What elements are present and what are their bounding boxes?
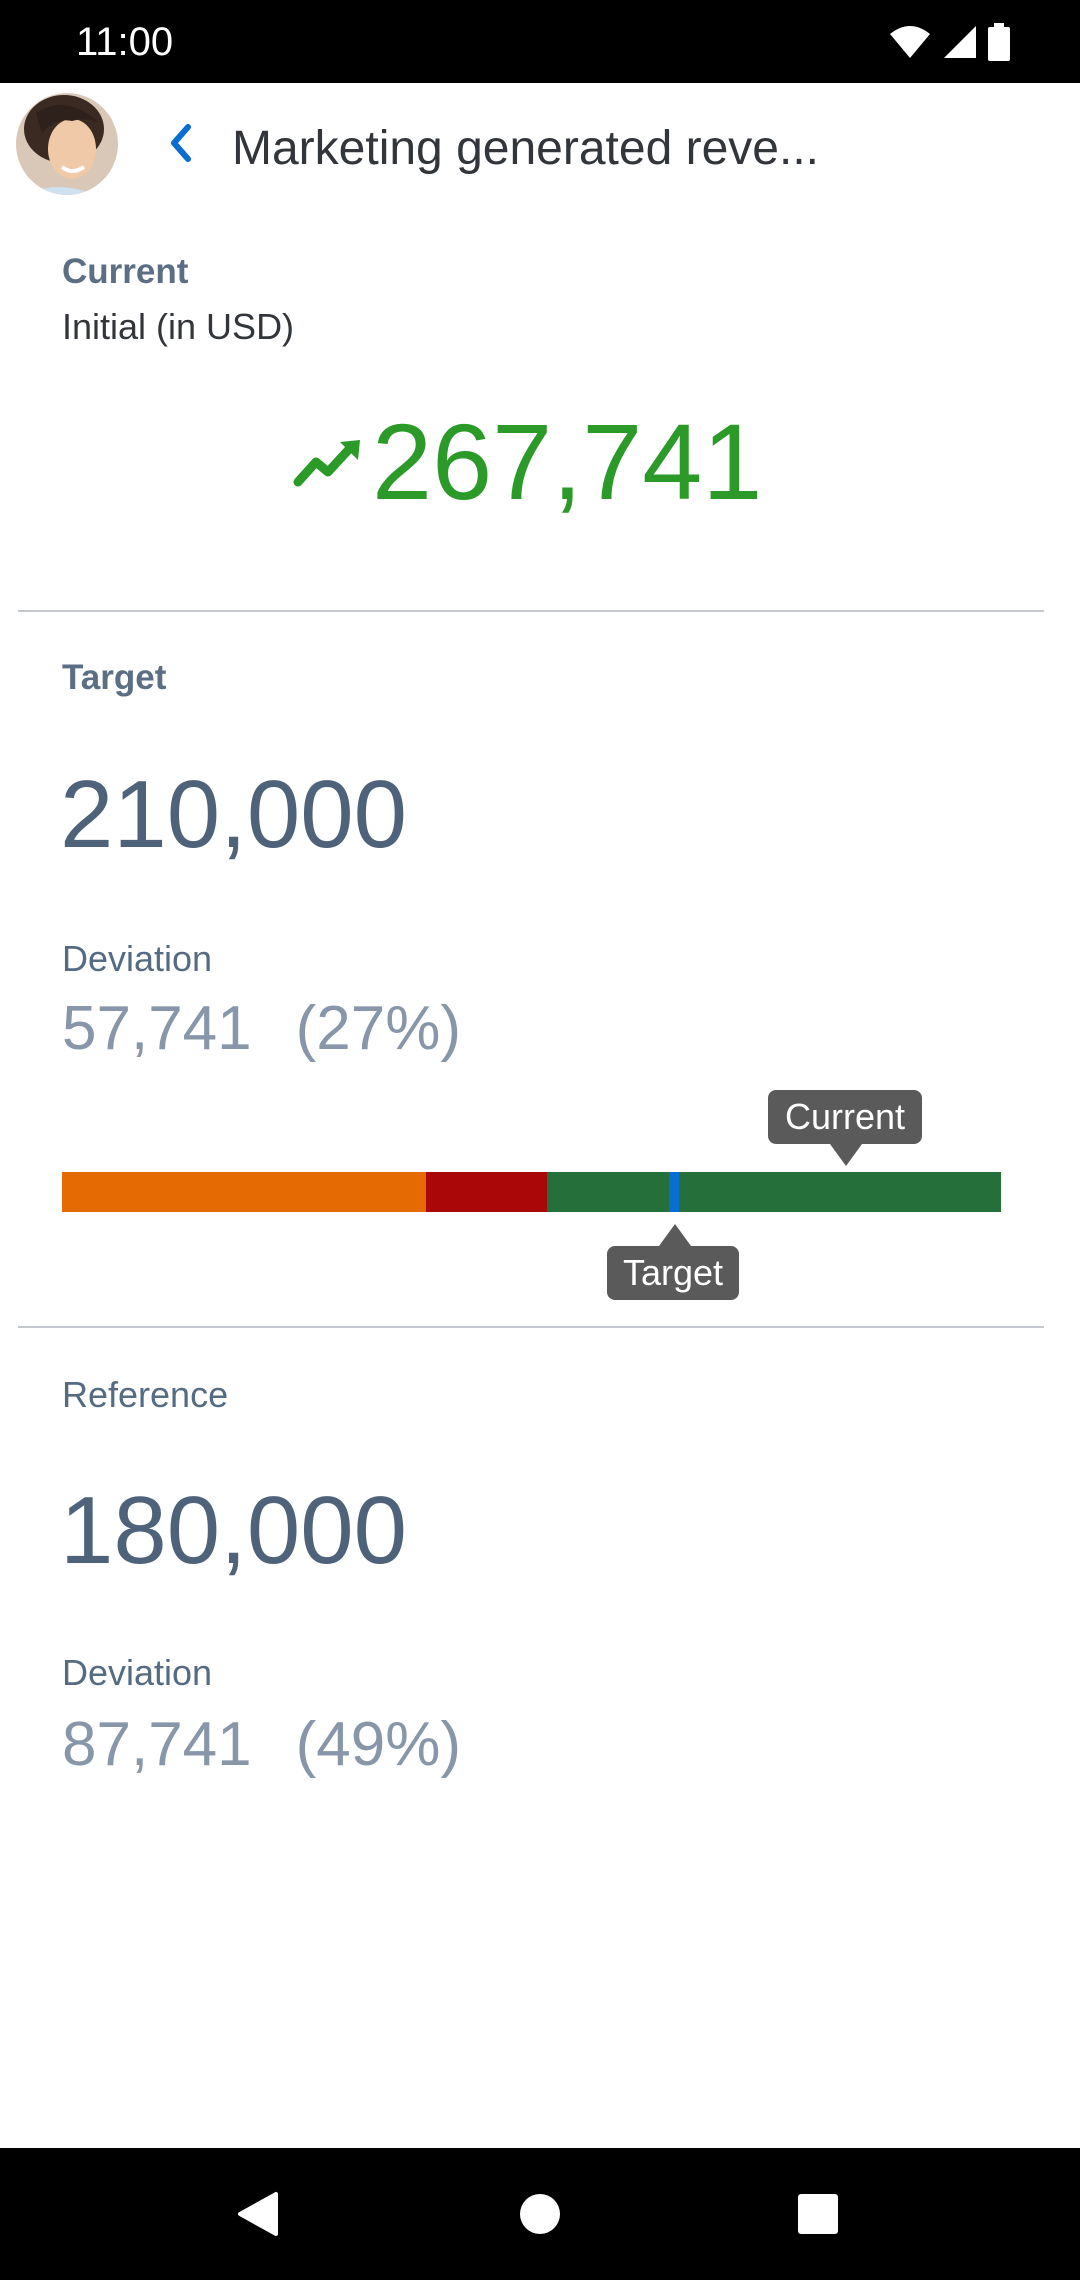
reference-label: Reference [62,1374,229,1415]
target-deviation: 57,741 (27%) [62,992,461,1066]
status-time: 11:00 [76,20,174,64]
target-deviation-percent: (27%) [295,994,462,1063]
nav-home-button[interactable] [510,2184,570,2244]
back-button[interactable] [150,113,210,173]
target-deviation-label: Deviation [62,938,213,979]
triangle-back-icon [238,2192,278,2236]
target-label: Target [62,658,167,697]
bar-segment-green [547,1172,1001,1212]
nav-recents-button[interactable] [788,2184,848,2244]
divider [18,610,1044,612]
target-tooltip: Target [607,1224,739,1300]
divider [18,1326,1044,1328]
target-value: 210,000 [60,761,408,868]
reference-deviation-value: 87,741 [62,1710,252,1779]
bar-segment-orange [62,1172,426,1212]
current-tooltip: Current [768,1090,922,1166]
reference-deviation-label: Deviation [62,1652,213,1693]
status-bar: 11:00 [0,0,1080,83]
nav-back-button[interactable] [228,2184,288,2244]
target-deviation-value: 57,741 [62,994,252,1063]
current-subtitle: Initial (in USD) [62,306,295,347]
square-recents-icon [798,2194,838,2234]
bar-segment-red [426,1172,547,1212]
status-icons [888,22,1010,62]
current-label: Current [62,252,189,291]
battery-icon [988,23,1010,61]
navigation-bar [0,2148,1080,2280]
bullet-bar [62,1172,1001,1212]
reference-value: 180,000 [60,1477,408,1584]
trending-up-icon [293,440,360,487]
current-value: 267,741 [292,402,762,522]
header: Marketing generated reve... [0,83,1080,213]
chevron-left-icon [171,124,191,162]
reference-deviation: 87,741 (49%) [62,1708,461,1782]
user-avatar[interactable] [16,93,118,195]
reference-deviation-percent: (49%) [295,1710,462,1779]
signal-icon [944,26,976,58]
wifi-icon [890,26,930,58]
circle-home-icon [520,2194,560,2234]
page-title: Marketing generated reve... [232,122,819,175]
target-marker [669,1172,679,1212]
current-value-number: 267,741 [372,401,763,522]
